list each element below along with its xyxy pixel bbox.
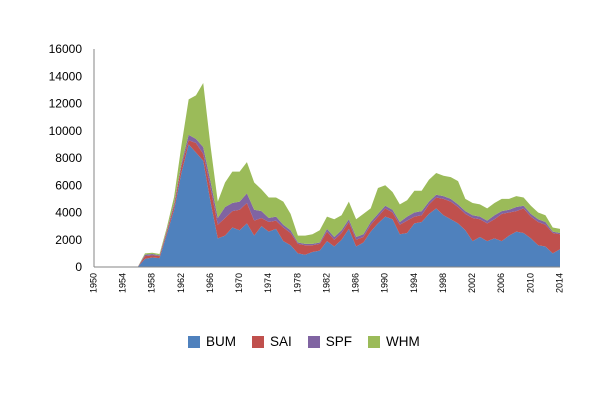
x-tick-label: 1998 — [438, 273, 448, 293]
x-tick-label: 1990 — [380, 273, 390, 293]
x-tick-labels: 1950 1954 1958 1962 1966 1970 1974 1978 1982 1986… — [88, 273, 564, 293]
legend-item-whm: WHM — [368, 334, 420, 349]
x-tick-label: 1962 — [176, 273, 186, 293]
x-tick-label: 1958 — [147, 273, 157, 293]
x-tick-label: 1974 — [263, 273, 273, 293]
legend-swatch — [252, 335, 264, 348]
x-tick-label: 1978 — [292, 273, 302, 293]
y-tick-label: 8000 — [55, 151, 82, 165]
x-tick-label: 1986 — [351, 273, 361, 293]
legend-label: WHM — [386, 334, 420, 349]
area-layers — [94, 83, 560, 267]
y-tick-label: 10000 — [49, 124, 83, 138]
y-tick-labels: 0 2000 4000 6000 8000 10000 12000 14000 16000 — [49, 42, 83, 274]
area-series-bum — [94, 144, 560, 267]
x-tick-label: 1966 — [205, 273, 215, 293]
y-tick-label: 12000 — [49, 97, 83, 111]
legend-label: SAI — [270, 334, 292, 349]
legend-item-sai: SAI — [252, 334, 292, 349]
x-tick-label: 2010 — [525, 273, 535, 293]
x-tick-label: 2002 — [467, 273, 477, 293]
x-tick-label: 1954 — [118, 273, 128, 293]
x-tick-label: 1970 — [234, 273, 244, 293]
y-tick-label: 4000 — [55, 206, 82, 220]
y-tick-label: 16000 — [49, 42, 83, 56]
y-tick-label: 2000 — [55, 233, 82, 247]
legend-item-spf: SPF — [307, 334, 353, 349]
chart-legend: BUM SAI SPF WHM — [188, 334, 420, 349]
x-tick-label: 1950 — [88, 273, 98, 293]
legend-item-bum: BUM — [188, 334, 236, 349]
legend-label: SPF — [325, 334, 353, 349]
legend-swatch — [307, 335, 320, 348]
x-tick-label: 1994 — [409, 273, 419, 293]
legend-swatch — [188, 335, 200, 348]
y-tick-label: 0 — [75, 260, 82, 274]
axes — [93, 49, 560, 268]
x-tick-label: 2014 — [554, 273, 564, 293]
x-tick-label: 1982 — [321, 273, 331, 293]
legend-swatch — [368, 335, 381, 348]
legend-label: BUM — [206, 334, 236, 349]
y-tick-label: 6000 — [55, 178, 82, 192]
y-tick-label: 14000 — [49, 69, 83, 83]
x-tick-label: 2006 — [496, 273, 506, 293]
